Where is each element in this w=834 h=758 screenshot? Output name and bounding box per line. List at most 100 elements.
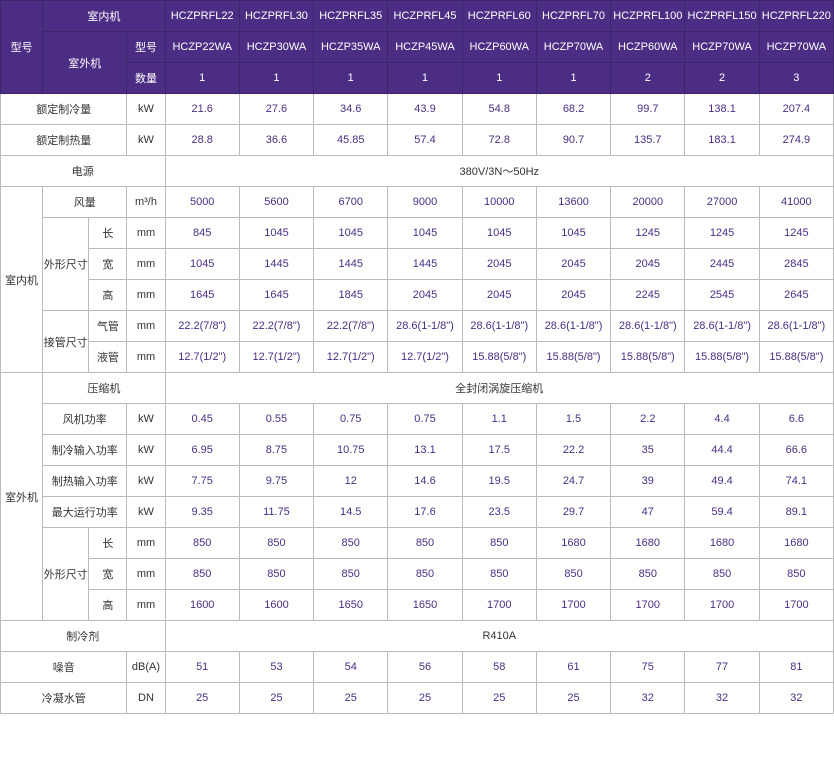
wid-val-5: 2045 [536,249,610,280]
heat_input-val-7: 49.4 [685,466,759,497]
heat_input-val-1: 9.75 [239,466,313,497]
gas-val-8: 28.6(1-1/8") [759,311,833,342]
indoor-model-1: HCZPRFL30 [239,1,313,32]
max_power-label: 最大运行功率 [43,497,127,528]
outdoor-model-0: HCZP22WA [165,32,239,63]
noise-val-8: 81 [759,652,833,683]
indoor-model-6: HCZPRFL100 [611,1,685,32]
ohei-val-3: 1650 [388,590,462,621]
outdoor-model-2: HCZP35WA [314,32,388,63]
owid-val-0: 850 [165,559,239,590]
olen-val-6: 1680 [611,528,685,559]
gas-val-4: 28.6(1-1/8") [462,311,536,342]
olen-val-3: 850 [388,528,462,559]
len-val-5: 1045 [536,218,610,249]
cool_input-val-1: 8.75 [239,435,313,466]
len-val-0: 845 [165,218,239,249]
drain-val-3: 25 [388,683,462,714]
liq-val-7: 15.88(5/8") [685,342,759,373]
olen-val-8: 1680 [759,528,833,559]
heat_input-val-5: 24.7 [536,466,610,497]
heating_cap-val-0: 28.8 [165,125,239,156]
airflow-val-0: 5000 [165,187,239,218]
wid-val-6: 2045 [611,249,685,280]
olen-val-0: 850 [165,528,239,559]
cooling_cap-label: 额定制冷量 [1,94,127,125]
compressor-label: 压缩机 [43,373,165,404]
airflow-val-7: 27000 [685,187,759,218]
hei-unit: mm [127,280,165,311]
fan_power-val-2: 0.75 [314,404,388,435]
ohei-val-4: 1700 [462,590,536,621]
pipe-label: 接管尺寸 [43,311,89,373]
wid-val-3: 1445 [388,249,462,280]
quantity-1: 1 [239,63,313,94]
hei-val-4: 2045 [462,280,536,311]
outdoor-model-5: HCZP70WA [536,32,610,63]
sub-model-label: 型号 [127,32,165,63]
cooling_cap-val-5: 68.2 [536,94,610,125]
cool_input-unit: kW [127,435,165,466]
len-val-3: 1045 [388,218,462,249]
quantity-3: 1 [388,63,462,94]
hei-val-2: 1845 [314,280,388,311]
olen-val-5: 1680 [536,528,610,559]
cool_input-val-3: 13.1 [388,435,462,466]
ohei-val-2: 1650 [314,590,388,621]
len-val-6: 1245 [611,218,685,249]
drain-val-5: 25 [536,683,610,714]
refrigerant-value: R410A [165,621,833,652]
wid-val-0: 1045 [165,249,239,280]
liq-unit: mm [127,342,165,373]
liq-val-1: 12.7(1/2") [239,342,313,373]
owid-val-1: 850 [239,559,313,590]
drain-val-6: 32 [611,683,685,714]
owid-unit: mm [127,559,165,590]
len-val-8: 1245 [759,218,833,249]
ohei-val-1: 1600 [239,590,313,621]
gas-label: 气管 [89,311,127,342]
heat_input-label: 制热输入功率 [43,466,127,497]
model-label: 型号 [1,1,43,94]
cooling_cap-val-0: 21.6 [165,94,239,125]
outdoor-dims-label: 外形尺寸 [43,528,89,621]
ohei-val-7: 1700 [685,590,759,621]
power_supply-label: 电源 [1,156,166,187]
fan_power-val-1: 0.55 [239,404,313,435]
quantity-8: 3 [759,63,833,94]
hei-val-3: 2045 [388,280,462,311]
heating_cap-label: 额定制热量 [1,125,127,156]
airflow-val-6: 20000 [611,187,685,218]
ohei-val-8: 1700 [759,590,833,621]
hei-val-6: 2245 [611,280,685,311]
airflow-val-3: 9000 [388,187,462,218]
quantity-label: 数量 [127,63,165,94]
indoor-dims-label: 外形尺寸 [43,218,89,311]
cooling_cap-val-6: 99.7 [611,94,685,125]
gas-unit: mm [127,311,165,342]
liq-val-0: 12.7(1/2") [165,342,239,373]
len-val-4: 1045 [462,218,536,249]
liq-val-8: 15.88(5/8") [759,342,833,373]
noise-val-1: 53 [239,652,313,683]
owid-val-2: 850 [314,559,388,590]
owid-label: 宽 [89,559,127,590]
wid-label: 宽 [89,249,127,280]
fan_power-val-8: 6.6 [759,404,833,435]
noise-val-4: 58 [462,652,536,683]
drain-val-8: 32 [759,683,833,714]
noise-val-7: 77 [685,652,759,683]
len-val-1: 1045 [239,218,313,249]
cooling_cap-val-2: 34.6 [314,94,388,125]
heating_cap-val-5: 90.7 [536,125,610,156]
cooling_cap-val-1: 27.6 [239,94,313,125]
liq-val-3: 12.7(1/2") [388,342,462,373]
gas-val-7: 28.6(1-1/8") [685,311,759,342]
max_power-val-5: 29.7 [536,497,610,528]
airflow-val-4: 10000 [462,187,536,218]
heating_cap-val-4: 72.8 [462,125,536,156]
owid-val-5: 850 [536,559,610,590]
hei-val-7: 2545 [685,280,759,311]
liq-val-6: 15.88(5/8") [611,342,685,373]
len-unit: mm [127,218,165,249]
